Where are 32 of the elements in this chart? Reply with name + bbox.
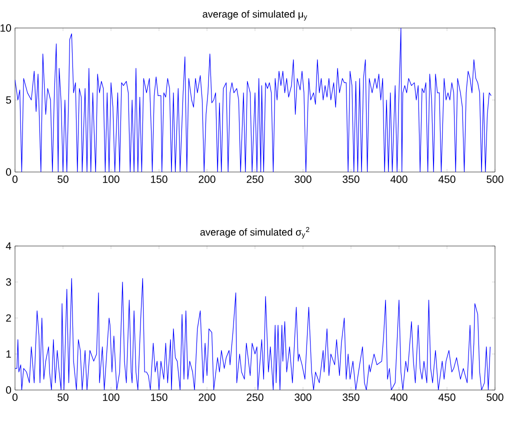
y-tick-label: 10 bbox=[0, 24, 12, 32]
x-tick-label: 0 bbox=[12, 176, 18, 183]
x-tick-label: 400 bbox=[390, 394, 408, 401]
x-tick-label: 300 bbox=[294, 394, 312, 401]
y-tick-label: 5 bbox=[6, 96, 12, 104]
x-tick-label: 150 bbox=[151, 394, 168, 401]
x-tick-label: 500 bbox=[486, 394, 504, 401]
y-tick-label: 1 bbox=[6, 350, 11, 358]
x-tick-label: 200 bbox=[198, 394, 216, 401]
y-tick-label: 4 bbox=[6, 242, 12, 250]
x-tick-label: 350 bbox=[342, 394, 360, 401]
y-tick-label: 3 bbox=[6, 278, 12, 286]
y-tick-label: 0 bbox=[6, 168, 12, 176]
x-tick-label: 250 bbox=[246, 394, 264, 401]
x-tick-label: 300 bbox=[294, 176, 312, 183]
y-tick-label: 2 bbox=[6, 314, 11, 322]
x-tick-label: 400 bbox=[390, 176, 408, 183]
x-tick-label: 100 bbox=[103, 176, 120, 183]
line-series bbox=[15, 28, 492, 172]
x-tick-label: 500 bbox=[486, 176, 504, 183]
x-tick-label: 0 bbox=[12, 394, 18, 401]
x-tick-label: 450 bbox=[438, 394, 456, 401]
x-tick-label: 50 bbox=[58, 394, 68, 401]
x-tick-label: 50 bbox=[58, 176, 68, 183]
chart-title: average of simulated μ$_{y}$ bbox=[202, 10, 308, 20]
x-tick-label: 350 bbox=[342, 176, 360, 183]
x-tick-label: 200 bbox=[198, 176, 216, 183]
x-tick-label: 100 bbox=[103, 394, 120, 401]
x-tick-label: 450 bbox=[438, 176, 456, 183]
x-tick-label: 150 bbox=[151, 176, 168, 183]
y-tick-label: 0 bbox=[6, 386, 12, 394]
x-tick-label: 250 bbox=[246, 176, 264, 183]
